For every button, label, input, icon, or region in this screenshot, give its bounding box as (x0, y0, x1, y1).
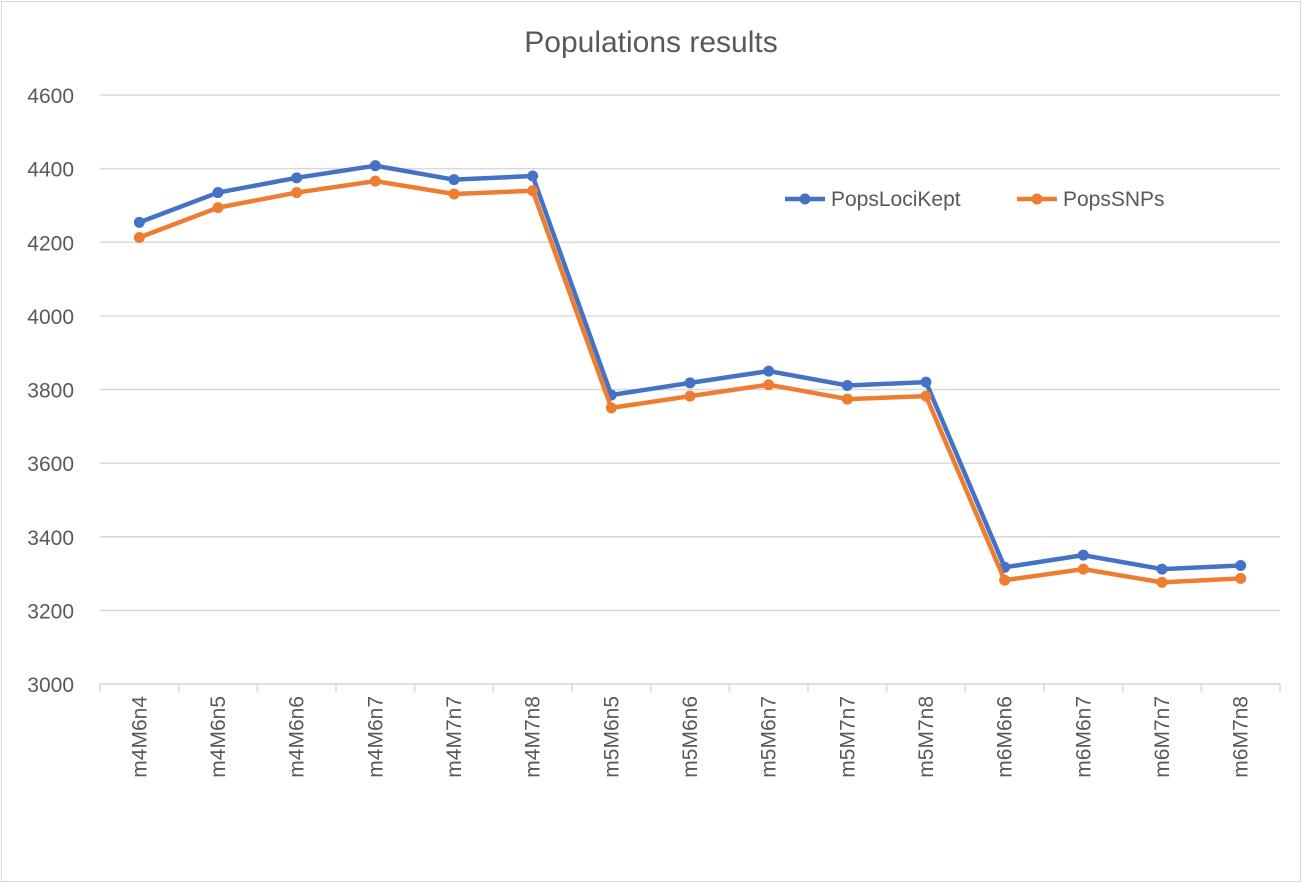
series-PopsSNPs (133, 175, 1247, 588)
data-point (763, 365, 775, 377)
y-tick-label: 4400 (27, 159, 74, 182)
series-line-PopsLociKept (137, 163, 1243, 572)
x-axis: m4M6n4 m4M6n5 m4M6n6 m4M6n7 m4M7n7 m4M7n8 m5M6… (99, 683, 1281, 778)
x-tick-label: m4M6n6 (286, 696, 309, 778)
data-point (763, 379, 775, 391)
data-point (1235, 559, 1247, 571)
data-point (133, 216, 145, 228)
data-point (999, 574, 1011, 586)
y-axis-ticks: 3000 3200 3400 3600 3800 4000 4200 4400 4600 (27, 85, 74, 697)
legend-swatch-marker (1031, 193, 1043, 205)
x-tick-label: m4M6n4 (128, 696, 151, 778)
data-point (1235, 572, 1247, 584)
x-tick-label: m5M6n6 (679, 696, 702, 778)
x-tick-label: m5M6n7 (758, 696, 781, 778)
x-tick-label: m4M7n7 (443, 696, 466, 778)
x-tick-label: m6M6n7 (1072, 696, 1095, 778)
data-point (920, 376, 932, 388)
data-point (841, 393, 853, 405)
y-tick-label: 4600 (27, 85, 74, 108)
legend-swatch-marker (799, 193, 811, 205)
x-tick-label: m4M6n7 (364, 696, 387, 778)
data-point (1077, 563, 1089, 575)
chart-title: Populations results (524, 26, 777, 59)
y-tick-label: 4200 (27, 232, 74, 255)
data-point (920, 390, 932, 402)
legend-item-PopsLociKept: PopsLociKept (785, 188, 961, 211)
series-lines (133, 160, 1247, 588)
legend: PopsLociKept PopsSNPs (785, 188, 1165, 211)
x-tick-label: m6M6n6 (994, 696, 1017, 778)
data-point (448, 174, 460, 186)
x-tick-label: m5M7n8 (915, 696, 938, 778)
data-point (1156, 563, 1168, 575)
data-point (212, 187, 224, 199)
data-point (369, 160, 381, 172)
data-point (527, 170, 539, 182)
data-point (291, 187, 303, 199)
legend-label: PopsLociKept (831, 188, 961, 211)
data-point (448, 188, 460, 200)
data-point (369, 175, 381, 187)
y-tick-label: 3000 (27, 674, 74, 697)
x-tick-label: m4M6n5 (207, 696, 230, 778)
data-point (291, 172, 303, 184)
x-tick-label: m5M7n7 (836, 696, 859, 778)
data-point (684, 390, 696, 402)
legend-item-PopsSNPs: PopsSNPs (1017, 188, 1165, 211)
data-point (527, 185, 539, 197)
x-tick-label: m6M7n8 (1230, 696, 1253, 778)
data-point (212, 202, 224, 214)
y-tick-label: 3800 (27, 380, 74, 403)
data-point (133, 231, 145, 243)
x-tick-label: m5M6n5 (600, 696, 623, 778)
y-tick-label: 4000 (27, 306, 74, 329)
y-tick-label: 3200 (27, 600, 74, 623)
data-point (1156, 576, 1168, 588)
legend-label: PopsSNPs (1063, 188, 1165, 211)
x-tick-label: m4M7n8 (522, 696, 545, 778)
series-PopsLociKept (133, 160, 1247, 575)
y-tick-label: 3400 (27, 527, 74, 550)
data-point (605, 402, 617, 414)
data-point (684, 377, 696, 389)
data-point (1077, 549, 1089, 561)
data-point (841, 379, 853, 391)
x-tick-label: m6M7n7 (1151, 696, 1174, 778)
y-tick-label: 3600 (27, 453, 74, 476)
